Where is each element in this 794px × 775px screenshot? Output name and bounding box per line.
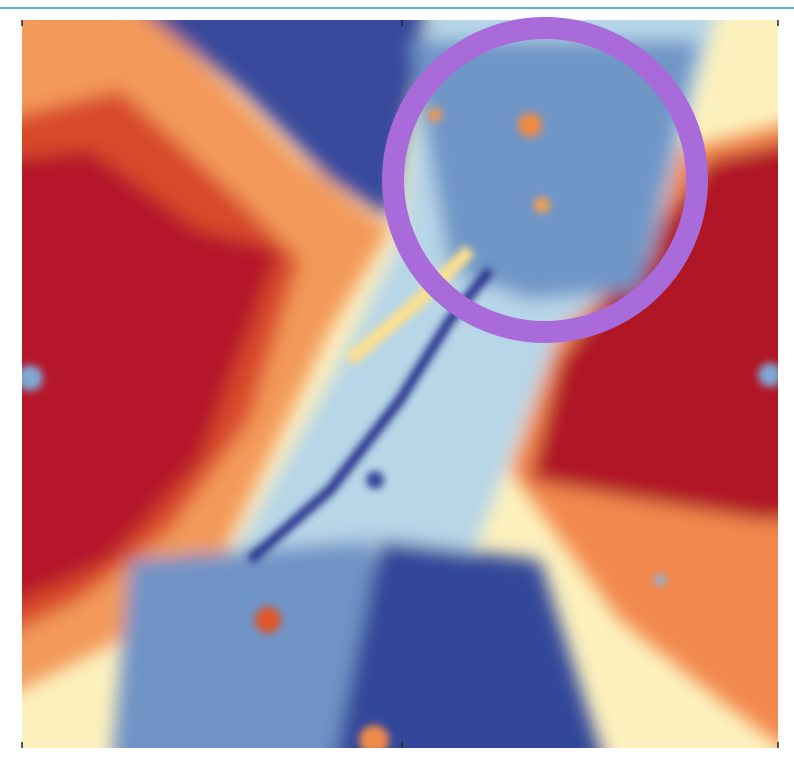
dark-red-region-right [530,144,778,520]
vortex-spot [758,363,778,387]
dark-red-region [22,150,280,600]
blue-region-bottom-left [112,540,414,748]
vortex-spot [255,607,281,633]
vortex-spot [366,471,384,489]
vortex-spot [534,197,550,213]
highlight-circle [382,17,708,343]
vortex-spot [518,113,542,137]
warm-filament [345,245,475,366]
dark-blue-region-top [154,20,427,220]
frame-ticks [21,20,779,748]
vortex-spot [359,725,389,748]
vortex-spot [22,365,43,391]
dark-blue-region-bottom [336,540,600,748]
vortex-spot [654,574,666,586]
blue-region-top-right [410,40,700,300]
vortex-spot [428,108,442,122]
